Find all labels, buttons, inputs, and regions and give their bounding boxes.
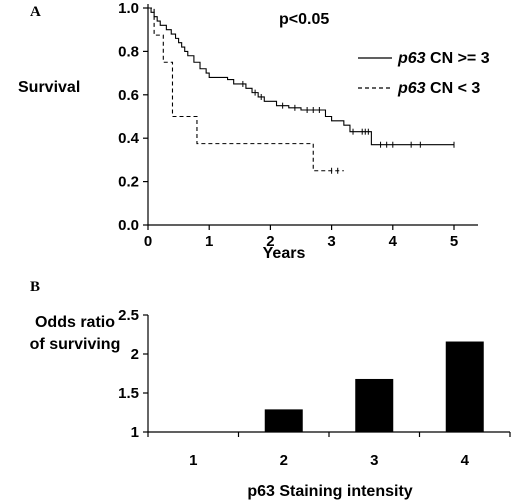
bar-category-label: 1	[189, 452, 197, 469]
panel-a-label: A	[30, 4, 41, 20]
bar-xlabel: p63 Staining intensity	[247, 483, 412, 500]
km-x-tick-label: 4	[389, 233, 398, 250]
bar-category-label: 3	[370, 452, 378, 469]
km-x-tick-label: 5	[450, 233, 458, 250]
km-curve-cn-lt3	[148, 7, 344, 172]
bar-y-tick-label: 1.5	[118, 385, 139, 402]
bar-category-label: 4	[461, 452, 470, 469]
bar-plot	[264, 341, 484, 432]
bar-y-tick-label: 2.5	[118, 307, 139, 324]
km-axes: 0.0 0.2 0.4 0.6 0.8 1.0 0 1 2 3 4 5	[118, 0, 478, 250]
bar-4	[445, 341, 484, 432]
bar-ylabel-line2: of surviving	[30, 336, 121, 353]
km-pvalue: p<0.05	[279, 11, 329, 28]
legend-entry-2: p63 CN < 3	[397, 80, 480, 97]
bar-y-tick-label: 1	[131, 424, 139, 441]
km-x-tick-label: 1	[205, 233, 213, 250]
km-ylabel: Survival	[18, 79, 80, 96]
km-y-tick-label: 0.8	[118, 43, 139, 60]
km-curve-cn-ge3	[148, 7, 454, 146]
bar-y-tick-label: 2	[131, 346, 139, 363]
km-y-tick-label: 0.0	[118, 217, 139, 234]
bar-2	[264, 409, 303, 432]
km-x-tick-label: 0	[144, 233, 152, 250]
km-y-tick-label: 1.0	[118, 0, 139, 17]
km-xlabel: Years	[263, 245, 306, 262]
km-plot	[148, 7, 455, 174]
bar-category-label: 2	[280, 452, 288, 469]
panel-b-label: B	[30, 279, 40, 295]
km-x-tick-label: 2	[266, 233, 274, 250]
km-y-tick-label: 0.4	[118, 130, 140, 147]
bar-axes: 1 1.5 2 2.5 1 2 3 4	[118, 307, 511, 469]
km-y-tick-label: 0.6	[118, 87, 139, 104]
km-legend: p63 CN >= 3 p63 CN < 3	[358, 50, 490, 97]
bar-3	[355, 378, 394, 432]
km-y-tick-label: 0.2	[118, 174, 139, 191]
km-x-tick-label: 3	[327, 233, 335, 250]
bar-ylabel-line1: Odds ratio	[35, 314, 115, 331]
legend-entry-1: p63 CN >= 3	[397, 50, 490, 67]
